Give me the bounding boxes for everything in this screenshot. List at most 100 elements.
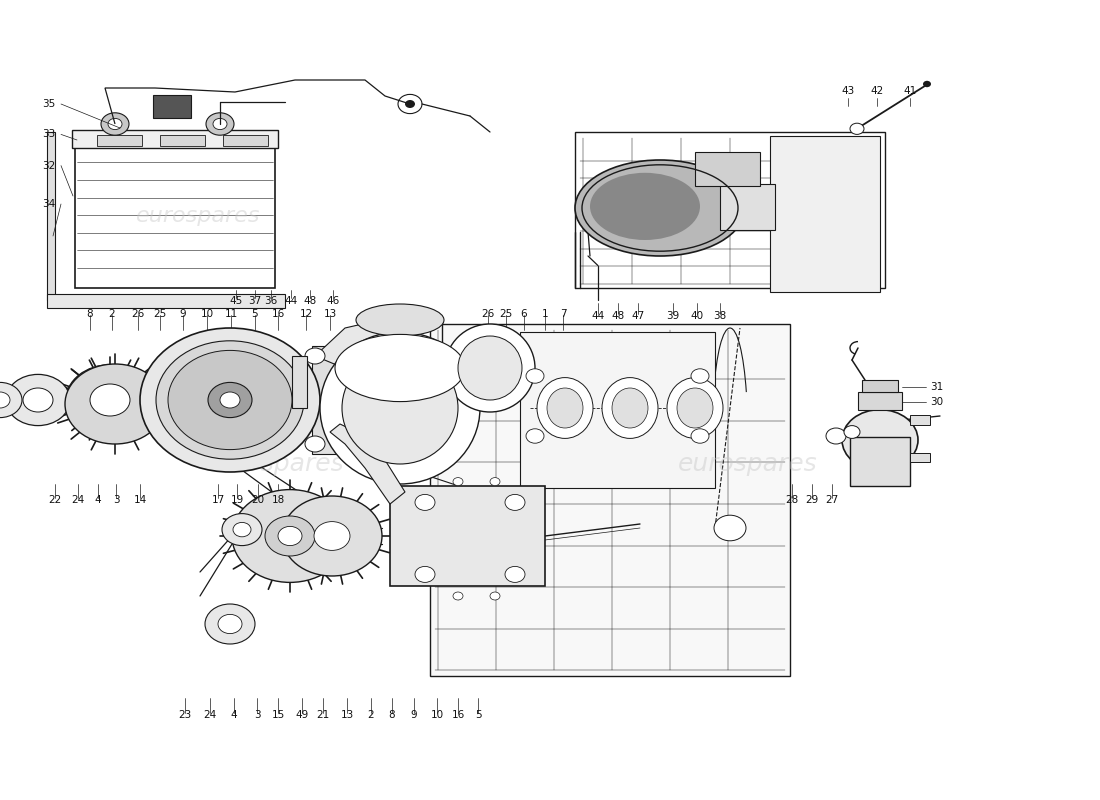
Bar (75, 148, 275, 288)
Circle shape (848, 270, 862, 282)
Text: 24: 24 (72, 495, 85, 505)
Bar (910, 415, 930, 425)
Text: 41: 41 (903, 86, 916, 96)
Polygon shape (315, 320, 420, 370)
Circle shape (353, 381, 371, 395)
Circle shape (850, 123, 864, 134)
Bar (910, 453, 930, 462)
Bar (695, 152, 760, 186)
Text: 48: 48 (612, 311, 625, 321)
Circle shape (842, 410, 918, 470)
Circle shape (66, 365, 154, 435)
Circle shape (415, 566, 434, 582)
Text: eurospares: eurospares (135, 206, 261, 226)
Text: eurospares: eurospares (597, 206, 723, 226)
Circle shape (453, 592, 463, 600)
Bar (850, 437, 910, 486)
Text: 48: 48 (304, 296, 317, 306)
Text: 49: 49 (296, 710, 309, 720)
Text: 9: 9 (179, 309, 186, 318)
Bar (720, 184, 775, 230)
Bar (160, 135, 205, 146)
Text: 4: 4 (95, 495, 101, 505)
Circle shape (108, 118, 122, 130)
Text: 40: 40 (691, 311, 704, 321)
Bar (47, 132, 55, 300)
Text: 19: 19 (230, 495, 243, 505)
Text: 7: 7 (560, 309, 566, 318)
Text: 4: 4 (231, 710, 238, 720)
Circle shape (826, 428, 846, 444)
Circle shape (265, 516, 315, 556)
Text: 29: 29 (805, 495, 818, 505)
Text: 10: 10 (430, 710, 443, 720)
Text: 13: 13 (323, 309, 337, 318)
Circle shape (233, 522, 251, 537)
Circle shape (844, 426, 860, 438)
Text: 44: 44 (285, 296, 298, 306)
Text: 28: 28 (785, 495, 799, 505)
Text: 20: 20 (252, 495, 265, 505)
Text: 3: 3 (112, 495, 119, 505)
Circle shape (314, 522, 350, 550)
Bar (312, 346, 372, 454)
Text: 15: 15 (272, 710, 285, 720)
Text: 25: 25 (499, 309, 513, 318)
Bar (223, 135, 268, 146)
Circle shape (156, 341, 304, 459)
Bar (862, 380, 898, 392)
Ellipse shape (537, 378, 593, 438)
Circle shape (205, 604, 255, 644)
Circle shape (714, 515, 746, 541)
Circle shape (218, 614, 242, 634)
Text: 16: 16 (272, 309, 285, 318)
Ellipse shape (336, 334, 465, 402)
Text: 34: 34 (42, 199, 55, 209)
Circle shape (305, 436, 324, 452)
Ellipse shape (602, 378, 658, 438)
Text: 25: 25 (153, 309, 166, 318)
Polygon shape (330, 424, 405, 504)
Ellipse shape (356, 304, 444, 336)
Circle shape (101, 113, 129, 135)
Text: eurospares: eurospares (206, 452, 344, 476)
Text: 23: 23 (178, 710, 191, 720)
Circle shape (490, 592, 500, 600)
Text: 36: 36 (264, 296, 277, 306)
Bar (47, 294, 285, 308)
Bar (153, 95, 191, 118)
Text: 2: 2 (109, 309, 116, 318)
Bar (575, 132, 886, 288)
Bar (770, 136, 880, 292)
Circle shape (0, 382, 22, 418)
Text: 6: 6 (520, 309, 527, 318)
Circle shape (778, 148, 792, 159)
Circle shape (90, 384, 130, 416)
Text: 46: 46 (327, 296, 340, 306)
Circle shape (691, 369, 710, 383)
Circle shape (691, 429, 710, 443)
Circle shape (232, 490, 348, 582)
Text: 5: 5 (252, 309, 258, 318)
Circle shape (778, 270, 792, 282)
Text: 22: 22 (48, 495, 62, 505)
Ellipse shape (676, 388, 713, 428)
Bar (72, 130, 278, 148)
Ellipse shape (446, 324, 535, 412)
Text: 8: 8 (87, 309, 94, 318)
Bar (97, 135, 142, 146)
Circle shape (282, 496, 382, 576)
Circle shape (453, 478, 463, 486)
Circle shape (0, 392, 10, 408)
Text: 8: 8 (388, 710, 395, 720)
Circle shape (398, 94, 422, 114)
Text: 45: 45 (230, 296, 243, 306)
Ellipse shape (342, 352, 458, 464)
Text: 47: 47 (631, 311, 645, 321)
Text: 9: 9 (410, 710, 417, 720)
Ellipse shape (547, 388, 583, 428)
Text: 26: 26 (482, 309, 495, 318)
Bar (430, 324, 790, 676)
Text: 16: 16 (451, 710, 464, 720)
Text: 18: 18 (272, 495, 285, 505)
